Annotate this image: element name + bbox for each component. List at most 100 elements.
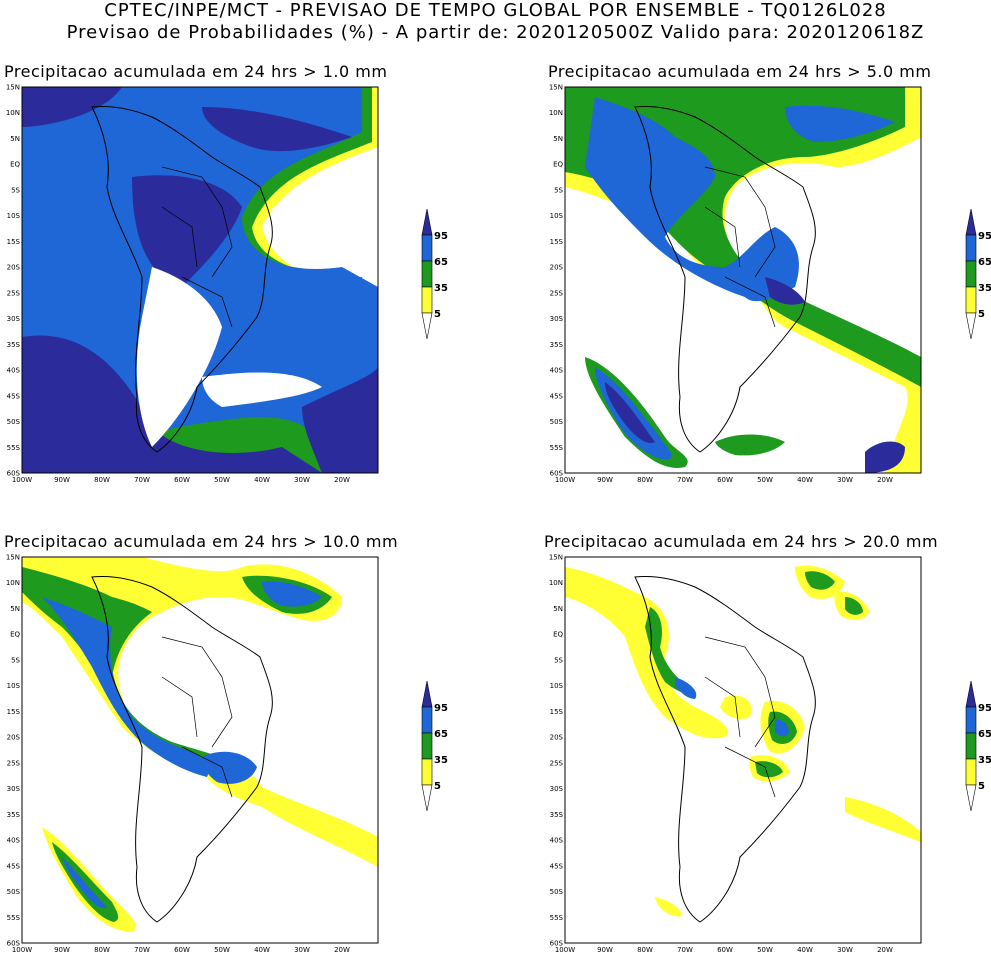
lon-tick-label: 30W (294, 476, 310, 484)
lat-tick-label: 30S (7, 785, 21, 793)
lon-tick-label: 30W (837, 946, 853, 954)
legend-swatch (421, 706, 433, 734)
header-subtitle: Previsao de Probabilidades (%) - A parti… (66, 22, 925, 43)
lon-tick-label: 70W (134, 476, 150, 484)
lat-tick-label: 35S (7, 341, 21, 349)
lat-tick-label: 15S (550, 238, 564, 246)
lat-tick-label: 5S (11, 186, 20, 194)
legend-2: 95 65 35 5 (965, 208, 991, 340)
legend-label: 95 (978, 703, 991, 714)
panel-4-axis-labels: 15N 10N 5N EQ 5S 10S 15S 20S 25S 30S 35S 40S 45S 50S 5… (549, 554, 893, 954)
lat-tick-label: 20S (7, 264, 21, 272)
lat-tick-label: 45S (550, 392, 564, 400)
lat-tick-label: 55S (7, 444, 21, 452)
lat-tick-label: 10N (6, 579, 20, 587)
lat-tick-label: 35S (7, 811, 21, 819)
legend-swatch (965, 784, 977, 812)
lat-tick-label: 60S (550, 470, 564, 478)
lat-tick-label: 25S (7, 759, 21, 767)
legend-swatch (421, 732, 433, 760)
legend-label: 35 (978, 283, 991, 294)
lat-tick-label: 55S (7, 914, 21, 922)
lon-tick-label: 70W (134, 946, 150, 954)
legend-label: 5 (434, 781, 441, 792)
lat-tick-label: 40S (550, 837, 564, 845)
lon-tick-label: 20W (334, 946, 350, 954)
lat-tick-label: 15N (6, 554, 20, 562)
lat-tick-label: 15N (549, 554, 563, 562)
lat-tick-label: 25S (7, 289, 21, 297)
lon-tick-label: 50W (214, 946, 230, 954)
lon-tick-label: 60W (174, 476, 190, 484)
lat-tick-label: 15N (6, 84, 20, 92)
lon-tick-label: 20W (334, 476, 350, 484)
lat-tick-label: EQ (553, 161, 563, 169)
legend-swatch (965, 758, 977, 786)
lat-tick-label: 10N (549, 109, 563, 117)
lat-tick-label: 55S (550, 914, 564, 922)
lat-tick-label: 5S (554, 656, 563, 664)
header-title: CPTEC/INPE/MCT - PREVISAO DE TEMPO GLOBA… (104, 0, 887, 21)
legend-label: 5 (434, 309, 441, 320)
lat-tick-label: 30S (550, 315, 564, 323)
lon-tick-label: 100W (12, 476, 32, 484)
legend-swatch (421, 286, 433, 314)
legend-swatch (965, 286, 977, 314)
lat-tick-label: 5S (11, 656, 20, 664)
lon-tick-label: 30W (837, 476, 853, 484)
lat-tick-label: 10N (6, 109, 20, 117)
lat-tick-label: 50S (7, 418, 21, 426)
lat-tick-label: 5N (10, 605, 20, 613)
lat-tick-label: 25S (550, 289, 564, 297)
legend-label: 65 (978, 257, 991, 268)
legend-swatch (421, 260, 433, 288)
legend-label: 65 (434, 729, 448, 740)
lat-tick-label: EQ (10, 631, 20, 639)
legend-1: 95 65 35 5 (421, 208, 448, 340)
lat-tick-label: 10S (550, 212, 564, 220)
legend-label: 95 (434, 703, 448, 714)
lon-tick-label: 90W (597, 946, 613, 954)
lon-tick-label: 100W (555, 946, 575, 954)
lon-tick-label: 20W (877, 476, 893, 484)
lat-tick-label: 10S (7, 682, 21, 690)
lat-tick-label: 45S (7, 392, 21, 400)
lon-tick-label: 40W (254, 946, 270, 954)
lon-tick-label: 40W (254, 476, 270, 484)
legend-swatch (421, 208, 433, 236)
legend-swatch (965, 680, 977, 708)
lat-tick-label: 50S (550, 418, 564, 426)
panel-4-map: 15N 10N 5N EQ 5S 10S 15S 20S 25S 30S 35S 40S 45S 50S 5… (549, 554, 922, 954)
legend-swatch (421, 312, 433, 340)
lon-tick-label: 80W (637, 476, 653, 484)
lon-tick-label: 60W (717, 946, 733, 954)
lat-tick-label: 40S (7, 367, 21, 375)
lat-tick-label: 45S (550, 862, 564, 870)
legend-swatch (421, 758, 433, 786)
lon-tick-label: 50W (214, 476, 230, 484)
legend-label: 5 (978, 309, 985, 320)
lat-tick-label: 5N (553, 605, 563, 613)
lat-tick-label: 35S (550, 811, 564, 819)
lat-tick-label: 10S (550, 682, 564, 690)
lon-tick-label: 90W (597, 476, 613, 484)
lat-tick-label: 30S (550, 785, 564, 793)
lon-tick-label: 80W (94, 476, 110, 484)
legend-swatch (965, 208, 977, 236)
lat-tick-label: 10N (549, 579, 563, 587)
panel-1-title: Precipitacao acumulada em 24 hrs > 1.0 m… (4, 62, 388, 81)
lat-tick-label: 40S (7, 837, 21, 845)
lat-tick-label: 15S (550, 708, 564, 716)
legend-label: 95 (978, 231, 991, 242)
lat-tick-label: 20S (550, 264, 564, 272)
legend-label: 35 (434, 755, 448, 766)
legend-swatch (965, 234, 977, 262)
lon-tick-label: 40W (797, 946, 813, 954)
panel-2-map: 15N 10N 5N EQ 5S 10S 15S 20S 25S 30S 35S 40S 45S 50S 5… (549, 84, 922, 484)
panel-3-axis-labels: 15N 10N 5N EQ 5S 10S 15S 20S 25S 30S 35S 40S 45S 50S 5… (6, 554, 350, 954)
lat-tick-label: 20S (550, 734, 564, 742)
panel-3-title: Precipitacao acumulada em 24 hrs > 10.0 … (4, 532, 399, 551)
lat-tick-label: 30S (7, 315, 21, 323)
panel-1-map: 15N 10N 5N EQ 5S 10S 15S 20S 25S 30S 35S 40S 45S 50S 5… (6, 84, 379, 484)
lon-tick-label: 90W (54, 476, 70, 484)
